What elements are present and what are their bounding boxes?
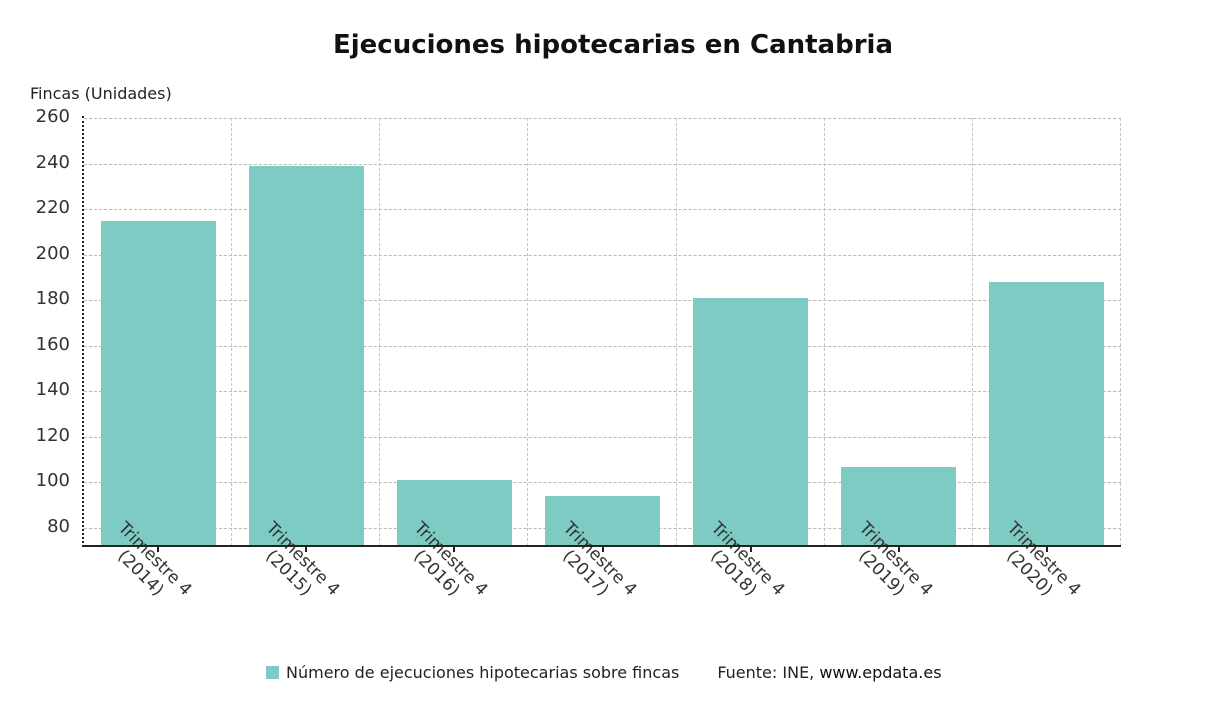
x-tick xyxy=(305,547,308,552)
y-tick-label: 240 xyxy=(35,151,70,173)
gridline-horizontal xyxy=(84,163,1121,165)
x-tick xyxy=(749,547,752,552)
x-tick xyxy=(157,547,160,552)
gridline-vertical xyxy=(379,118,381,546)
gridline-horizontal xyxy=(84,345,1121,347)
bar[interactable] xyxy=(989,282,1105,546)
source-prefix: Fuente: INE, xyxy=(717,663,820,682)
bar[interactable] xyxy=(545,496,660,546)
x-tick xyxy=(1045,547,1048,552)
legend: Número de ejecuciones hipotecarias sobre… xyxy=(266,663,942,682)
legend-label: Número de ejecuciones hipotecarias sobre… xyxy=(286,663,680,682)
bar[interactable] xyxy=(841,466,957,546)
y-tick-label: 200 xyxy=(35,242,70,264)
x-tick xyxy=(453,547,456,552)
y-tick-label: 120 xyxy=(35,424,70,446)
gridline-horizontal xyxy=(84,209,1121,211)
legend-swatch xyxy=(266,666,279,679)
x-tick xyxy=(897,547,900,552)
gridline-vertical xyxy=(823,118,825,546)
y-tick-label: 100 xyxy=(35,470,70,492)
gridline-horizontal xyxy=(84,436,1121,438)
bar[interactable] xyxy=(248,165,364,546)
y-axis xyxy=(82,116,84,547)
bar[interactable] xyxy=(693,297,809,546)
source-note: Fuente: INE, www.epdata.es xyxy=(717,663,941,682)
y-tick-label: 160 xyxy=(35,333,70,355)
y-tick-label: 140 xyxy=(35,379,70,401)
chart-title: Ejecuciones hipotecarias en Cantabria xyxy=(332,30,893,60)
gridline-horizontal xyxy=(84,254,1121,256)
gridline-vertical xyxy=(527,118,529,546)
x-axis xyxy=(82,545,1121,547)
x-tick xyxy=(601,547,604,552)
gridline-horizontal xyxy=(84,118,1121,119)
y-tick-label: 80 xyxy=(47,516,70,537)
y-axis-label: Fincas (Unidades) xyxy=(30,84,172,103)
gridline-vertical xyxy=(231,118,233,546)
y-tick-label: 260 xyxy=(35,106,70,127)
bar[interactable] xyxy=(100,220,216,546)
y-tick-label: 180 xyxy=(35,288,70,310)
gridline-horizontal xyxy=(84,482,1121,484)
gridline-horizontal xyxy=(84,300,1121,302)
bar[interactable] xyxy=(396,480,512,546)
source-link[interactable]: www.epdata.es xyxy=(819,663,942,682)
gridline-vertical xyxy=(1120,118,1121,546)
gridline-vertical xyxy=(971,118,973,546)
y-tick-label: 220 xyxy=(35,197,70,219)
gridline-vertical xyxy=(675,118,677,546)
gridline-horizontal xyxy=(84,391,1121,393)
